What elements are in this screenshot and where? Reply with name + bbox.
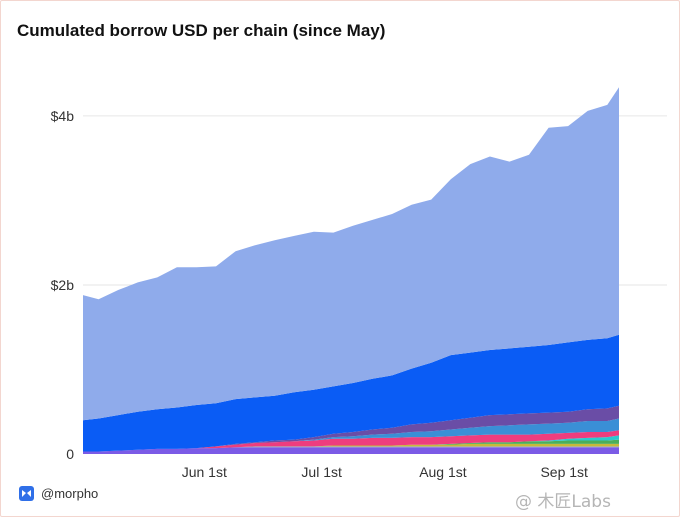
x-tick-label: Aug 1st (419, 464, 467, 480)
x-tick-label: Sep 1st (540, 464, 588, 480)
x-tick-label: Jul 1st (301, 464, 342, 480)
series-area-1 (83, 446, 619, 452)
footer-handle: @morpho (41, 486, 99, 501)
chart-title: Cumulated borrow USD per chain (since Ma… (17, 21, 386, 40)
y-tick-label: $2b (51, 277, 75, 293)
chart-svg: 0 $2b $4b Jun 1st Jul 1st Aug 1st Sep 1st (51, 87, 667, 480)
y-tick-labels: 0 $2b $4b (51, 108, 75, 462)
y-tick-label: 0 (66, 446, 74, 462)
series-area-2 (83, 443, 619, 452)
series-areas (83, 87, 619, 454)
series-area-5 (83, 430, 619, 452)
series-area-0 (83, 447, 619, 454)
series-area-9 (83, 87, 619, 421)
watermark-text: @ 木匠Labs (515, 492, 611, 512)
series-area-7 (83, 405, 619, 452)
footer: @morpho (19, 486, 98, 501)
watermark: @ 木匠Labs (515, 487, 611, 512)
y-tick-label: $4b (51, 108, 75, 124)
series-area-8 (83, 334, 619, 452)
x-tick-label: Jun 1st (182, 464, 227, 480)
series-area-6 (83, 418, 619, 452)
morpho-logo-icon (19, 486, 34, 501)
x-tick-labels: Jun 1st Jul 1st Aug 1st Sep 1st (182, 464, 588, 480)
series-area-3 (83, 439, 619, 452)
